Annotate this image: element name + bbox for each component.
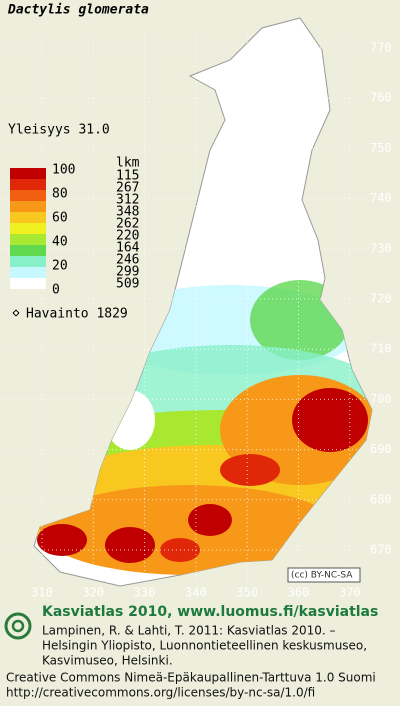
count: 220	[116, 229, 139, 244]
legend-swatch	[10, 256, 46, 267]
count: 509	[116, 277, 139, 292]
citation-line: Kasvimuseo, Helsinki.	[42, 654, 173, 668]
legend-swatch	[10, 212, 46, 223]
legend-swatch	[10, 168, 46, 179]
license-line: Creative Commons Nimeä-Epäkaupallinen-Ta…	[6, 671, 376, 685]
license-badge-box	[287, 567, 361, 583]
y-grid-label: 750	[370, 141, 392, 155]
y-grid-label: 770	[370, 41, 392, 55]
legend-swatch	[10, 278, 46, 289]
y-grid-label: 730	[370, 241, 392, 255]
logo	[4, 612, 32, 640]
citation-line: Helsingin Yliopisto, Luonnontieteellinen…	[42, 639, 367, 653]
grid: 770 760 750 740 730 720 710 700 690 680 670 310 320 3…	[0, 30, 392, 600]
x-grid-label: 320	[82, 586, 104, 600]
count: 299	[116, 265, 139, 280]
scale-label: 100	[52, 163, 75, 178]
x-grid-label: 360	[288, 586, 310, 600]
x-grid-label: 350	[236, 586, 258, 600]
count: 115	[116, 169, 139, 184]
observations: Havainto 1829	[26, 307, 128, 322]
count: 312	[116, 193, 139, 208]
legend-swatch	[10, 234, 46, 245]
count: 246	[116, 253, 139, 268]
frequency: Yleisyys 31.0	[8, 123, 110, 138]
x-grid-label: 370	[339, 586, 361, 600]
legend-swatch	[10, 223, 46, 234]
scale-label: 60	[52, 211, 68, 226]
y-grid-label: 760	[370, 91, 392, 105]
citation-line: Lampinen, R. & Lahti, T. 2011: Kasviatla…	[42, 624, 336, 638]
count-header: lkm	[116, 156, 140, 171]
count: 267	[116, 181, 139, 196]
scale-label: 80	[52, 187, 68, 202]
legend-swatch	[10, 179, 46, 190]
legend: 100 80 60 40 20 0 1152673123482622201642462995…	[10, 163, 140, 317]
legend-swatch	[10, 267, 46, 278]
y-grid-label: 670	[370, 543, 392, 557]
y-grid-label: 720	[370, 292, 392, 306]
y-grid-label: 710	[370, 342, 392, 356]
license-badge: (cc) BY-NC-SA	[291, 571, 353, 581]
legend-swatch	[10, 201, 46, 212]
license-line: http://creativecommons.org/licenses/by-n…	[6, 686, 315, 700]
title: Dactylis glomerata	[7, 3, 149, 18]
y-grid-label: 690	[370, 442, 392, 456]
footer-heading: Kasviatlas 2010, www.luomus.fi/kasviatla…	[42, 604, 378, 620]
count: 262	[116, 217, 139, 232]
footer: Lampinen, R. & Lahti, T. 2011: Kasviatla…	[6, 624, 376, 700]
scale-label: 20	[52, 259, 68, 274]
count: 164	[116, 241, 140, 256]
y-grid-label: 740	[370, 191, 392, 205]
scale-label: 40	[52, 235, 68, 250]
count: 348	[116, 205, 139, 220]
observation-marker	[12, 309, 20, 317]
scale-label: 0	[52, 283, 60, 298]
legend-swatch	[10, 245, 46, 256]
x-grid-label: 340	[185, 586, 207, 600]
legend-swatch	[10, 190, 46, 201]
y-grid-label: 700	[370, 392, 392, 406]
y-grid-label: 680	[370, 492, 392, 506]
x-grid-label: 330	[134, 586, 156, 600]
x-grid-label: 310	[31, 586, 53, 600]
